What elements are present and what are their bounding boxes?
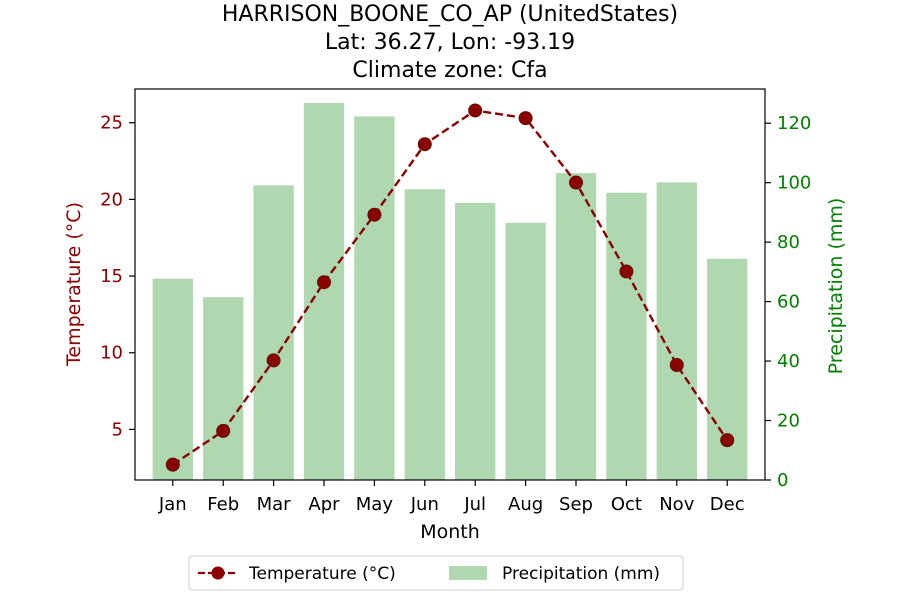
month-tick-label: Dec: [710, 494, 745, 515]
precipitation-bar: [455, 202, 496, 480]
precipitation-bar: [555, 173, 597, 480]
legend: Temperature (°C) Precipitation (mm): [188, 555, 684, 591]
temperature-series: [165, 103, 735, 472]
precipitation-bar: [505, 222, 546, 480]
temperature-axis: 5 10 15 20 25: [100, 113, 135, 440]
month-tick-label: Jan: [158, 494, 187, 515]
month-tick-label: Mar: [257, 494, 292, 515]
precipitation-tick-label: 100: [777, 173, 811, 194]
temperature-point: [569, 175, 583, 190]
month-tick-label: May: [356, 494, 394, 515]
legend-precipitation-swatch: [449, 566, 487, 580]
plot-frame: [134, 88, 766, 481]
temperature-tick-label: 20: [100, 189, 123, 210]
legend-precipitation-label: Precipitation (mm): [502, 564, 660, 584]
precipitation-tick-label: 60: [777, 292, 800, 313]
precipitation-bar: [404, 189, 445, 480]
month-tick-label: Nov: [659, 494, 694, 515]
title-line-coordinates: Lat: 36.27, Lon: -93.19: [325, 30, 575, 55]
precipitation-tick-label: 40: [777, 351, 800, 372]
temperature-point: [317, 275, 331, 290]
temperature-point: [165, 457, 180, 472]
month-tick-label: Aug: [508, 494, 543, 515]
legend-temperature-marker: [211, 566, 225, 580]
precipitation-tick-label: 20: [777, 411, 800, 432]
precipitation-bar: [303, 102, 345, 480]
month-tick-label: Jun: [410, 494, 439, 515]
month-axis: Jan Feb Mar Apr May Jun Jul Aug Sep Oct Nov Dec: [158, 480, 745, 515]
temperature-line: [172, 109, 729, 466]
precipitation-axis-label: Precipitation (mm): [825, 198, 847, 375]
precipitation-bar: [203, 297, 244, 480]
title-line-climate-zone: Climate zone: Cfa: [352, 58, 547, 83]
chart-title: HARRISON_BOONE_CO_AP (UnitedStates) Lat:…: [222, 2, 678, 83]
temperature-point: [518, 111, 533, 126]
temperature-point: [669, 358, 684, 372]
title-line-station: HARRISON_BOONE_CO_AP (UnitedStates): [222, 2, 678, 27]
month-tick-label: Feb: [207, 494, 239, 515]
precipitation-bar: [152, 278, 193, 480]
precipitation-tick-label: 80: [777, 232, 800, 253]
month-tick-label: Apr: [308, 494, 340, 515]
precipitation-tick-label: 120: [777, 113, 811, 134]
precipitation-bar: [253, 185, 294, 480]
precipitation-bar: [354, 116, 395, 480]
precipitation-bars: [152, 102, 748, 480]
temperature-point: [720, 433, 735, 448]
x-axis-label: Month: [420, 521, 480, 543]
legend-temperature-label: Temperature (°C): [248, 564, 396, 584]
precipitation-tick-label: 0: [777, 470, 788, 491]
temperature-point: [468, 103, 483, 118]
month-tick-label: Oct: [611, 494, 642, 515]
temperature-point: [367, 207, 382, 222]
precipitation-axis: 0 20 40 60 80 100 120: [765, 113, 811, 491]
temperature-point: [266, 353, 281, 368]
precipitation-bar: [656, 182, 697, 480]
temperature-tick-label: 15: [100, 266, 123, 287]
temperature-tick-label: 25: [100, 113, 123, 134]
temperature-tick-label: 5: [112, 419, 123, 440]
temperature-point: [216, 423, 231, 438]
legend-box: [188, 555, 684, 591]
temperature-point: [417, 137, 432, 152]
precipitation-bar: [606, 192, 647, 480]
temperature-point: [619, 264, 634, 279]
temperature-tick-label: 10: [100, 343, 123, 364]
temperature-axis-label: Temperature (°C): [63, 202, 85, 367]
month-tick-label: Sep: [559, 494, 593, 515]
month-tick-label: Jul: [463, 494, 486, 515]
